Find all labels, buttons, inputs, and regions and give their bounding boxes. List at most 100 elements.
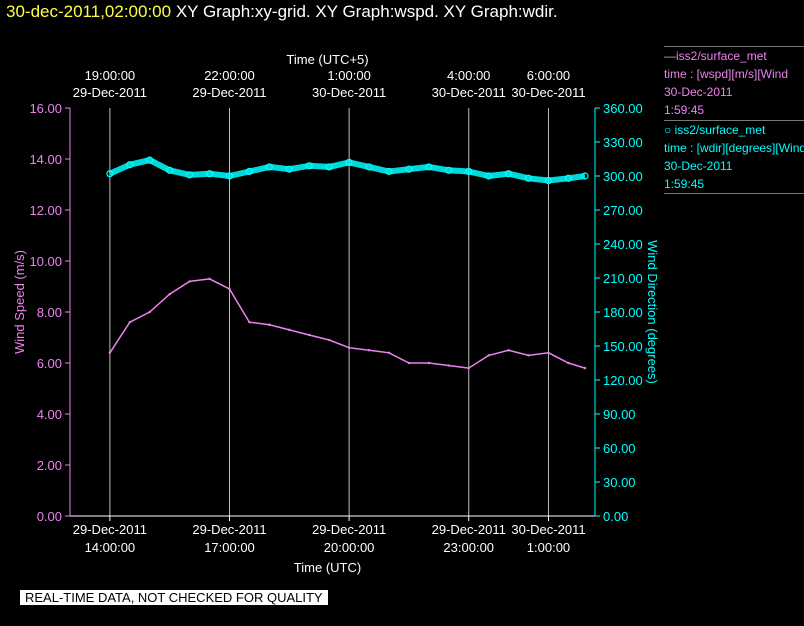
wspd-point-15 — [407, 361, 411, 365]
right-axis-label: Wind Direction (degrees) — [645, 240, 660, 384]
top-tick-label-date-3: 30-Dec-2011 — [432, 85, 506, 100]
wspd-point-13 — [367, 349, 371, 352]
wdir-point-9 — [285, 165, 293, 173]
wspd-point-11 — [327, 338, 331, 342]
top-tick-label-date-1: 29-Dec-2011 — [192, 85, 266, 100]
wspd-point-19 — [487, 354, 490, 357]
wdir-point-24 — [581, 172, 589, 180]
header-timestamp: 30-dec-2011,02:00:00 — [6, 2, 172, 21]
legend-wspd-marker: — — [664, 49, 676, 63]
bottom-tick-label-time-0: 14:00:00 — [85, 540, 136, 555]
bottom-axis-label: Time (UTC) — [294, 560, 361, 575]
right-tick-label-8: 240.00 — [603, 237, 643, 252]
wspd-point-6 — [228, 287, 231, 291]
left-tick-label-0: 0.00 — [37, 509, 62, 524]
legend-wdir-name: iss2/surface_met — [674, 123, 766, 137]
top-tick-label-1: 22:00:00 — [204, 68, 255, 83]
legend-wspd-line2: time : [wspd][m/s][Wind — [664, 67, 789, 81]
bottom-tick-label-3: 29-Dec-2011 — [432, 522, 506, 537]
wspd-point-8 — [268, 323, 271, 326]
top-tick-label-2: 1:00:00 — [327, 68, 370, 83]
wspd-point-20 — [507, 349, 510, 352]
wspd-point-5 — [208, 277, 211, 281]
wdir-point-4 — [186, 171, 194, 179]
left-tick-label-4: 8.00 — [37, 305, 62, 320]
right-tick-label-9: 270.00 — [603, 203, 643, 218]
bottom-tick-label-4: 30-Dec-2011 — [511, 522, 585, 537]
top-tick-label-0: 19:00:00 — [85, 68, 136, 83]
left-tick-label-7: 14.00 — [29, 152, 62, 167]
bottom-tick-label-1: 29-Dec-2011 — [192, 522, 266, 537]
header: 30-dec-2011,02:00:00 XY Graph:xy-grid. X… — [6, 2, 558, 22]
wdir-point-16 — [425, 163, 433, 171]
wdir-point-13 — [365, 163, 373, 171]
wdir-point-7 — [245, 167, 254, 176]
header-titles: XY Graph:xy-grid. XY Graph:wspd. XY Grap… — [175, 2, 558, 21]
left-tick-label-5: 10.00 — [29, 254, 62, 269]
bottom-tick-label-time-2: 20:00:00 — [324, 540, 375, 555]
legend-wspd-name: iss2/surface_met — [676, 49, 767, 63]
legend-wspd-line3: 30-Dec-2011 — [664, 85, 733, 99]
bottom-tick-label-0: 29-Dec-2011 — [73, 522, 147, 537]
right-tick-label-7: 210.00 — [603, 271, 643, 286]
wdir-point-5 — [205, 170, 214, 178]
legend-wdir: ○ iss2/surface_met time : [wdir][degrees… — [664, 120, 804, 194]
bottom-tick-label-time-4: 1:00:00 — [527, 540, 570, 555]
left-tick-label-6: 12.00 — [29, 203, 62, 218]
wspd-point-17 — [447, 364, 450, 367]
top-tick-label-4: 6:00:00 — [527, 68, 570, 83]
wspd-point-16 — [427, 361, 431, 365]
wdir-point-20 — [505, 170, 513, 178]
left-tick-label-3: 6.00 — [37, 356, 62, 371]
wdir-point-12 — [345, 158, 353, 166]
wspd-point-23 — [567, 361, 570, 365]
wdir-point-11 — [325, 163, 333, 171]
wdir-point-19 — [485, 172, 493, 180]
wspd-point-24 — [583, 366, 587, 370]
wdir-point-23 — [564, 174, 573, 182]
legend-wdir-line3: 30-Dec-2011 — [664, 159, 733, 173]
wspd-point-3 — [168, 292, 171, 296]
wdir-point-3 — [166, 166, 174, 174]
top-tick-label-3: 4:00:00 — [447, 68, 490, 83]
wdir-point-22 — [544, 176, 553, 185]
wdir-point-1 — [126, 161, 134, 169]
wspd-point-22 — [547, 351, 550, 354]
right-tick-label-12: 360.00 — [603, 101, 643, 116]
legend-wdir-marker: ○ — [664, 123, 672, 137]
bottom-tick-label-2: 29-Dec-2011 — [312, 522, 386, 537]
left-tick-label-8: 16.00 — [29, 101, 62, 116]
wspd-point-14 — [387, 351, 391, 354]
legend-wdir-line2: time : [wdir][degrees][Wind — [664, 141, 804, 155]
wspd-point-7 — [248, 321, 251, 324]
wdir-point-8 — [265, 163, 273, 171]
wdir-point-17 — [445, 166, 453, 174]
right-tick-label-10: 300.00 — [603, 169, 643, 184]
top-tick-label-date-2: 30-Dec-2011 — [312, 85, 386, 100]
wdir-point-10 — [305, 162, 313, 170]
left-axis-label: Wind Speed (m/s) — [12, 250, 27, 354]
legend-wdir-line4: 1:59:45 — [664, 175, 804, 194]
wdir-point-15 — [405, 165, 413, 173]
legend-wspd: —iss2/surface_met time : [wspd][m/s][Win… — [664, 46, 804, 119]
wdir-point-6 — [225, 172, 234, 180]
top-tick-label-date-0: 29-Dec-2011 — [73, 85, 147, 100]
bottom-tick-label-time-1: 17:00:00 — [204, 540, 255, 555]
wspd-point-2 — [148, 310, 151, 314]
wdir-point-2 — [146, 156, 154, 164]
right-tick-label-2: 60.00 — [603, 441, 636, 456]
quality-warning: REAL-TIME DATA, NOT CHECKED FOR QUALITY — [20, 590, 328, 605]
left-tick-label-1: 2.00 — [37, 458, 62, 473]
right-tick-label-4: 120.00 — [603, 373, 643, 388]
wdir-point-0 — [106, 170, 114, 178]
wspd-point-4 — [188, 280, 191, 283]
wspd-point-10 — [308, 333, 311, 337]
right-tick-label-5: 150.00 — [603, 339, 643, 354]
wdir-point-21 — [524, 174, 533, 182]
wspd-point-9 — [288, 328, 291, 332]
wspd-point-18 — [467, 366, 470, 370]
legend-wspd-line4: 1:59:45 — [664, 103, 705, 117]
right-tick-label-1: 30.00 — [603, 475, 636, 490]
series-wspd-line — [109, 278, 586, 369]
